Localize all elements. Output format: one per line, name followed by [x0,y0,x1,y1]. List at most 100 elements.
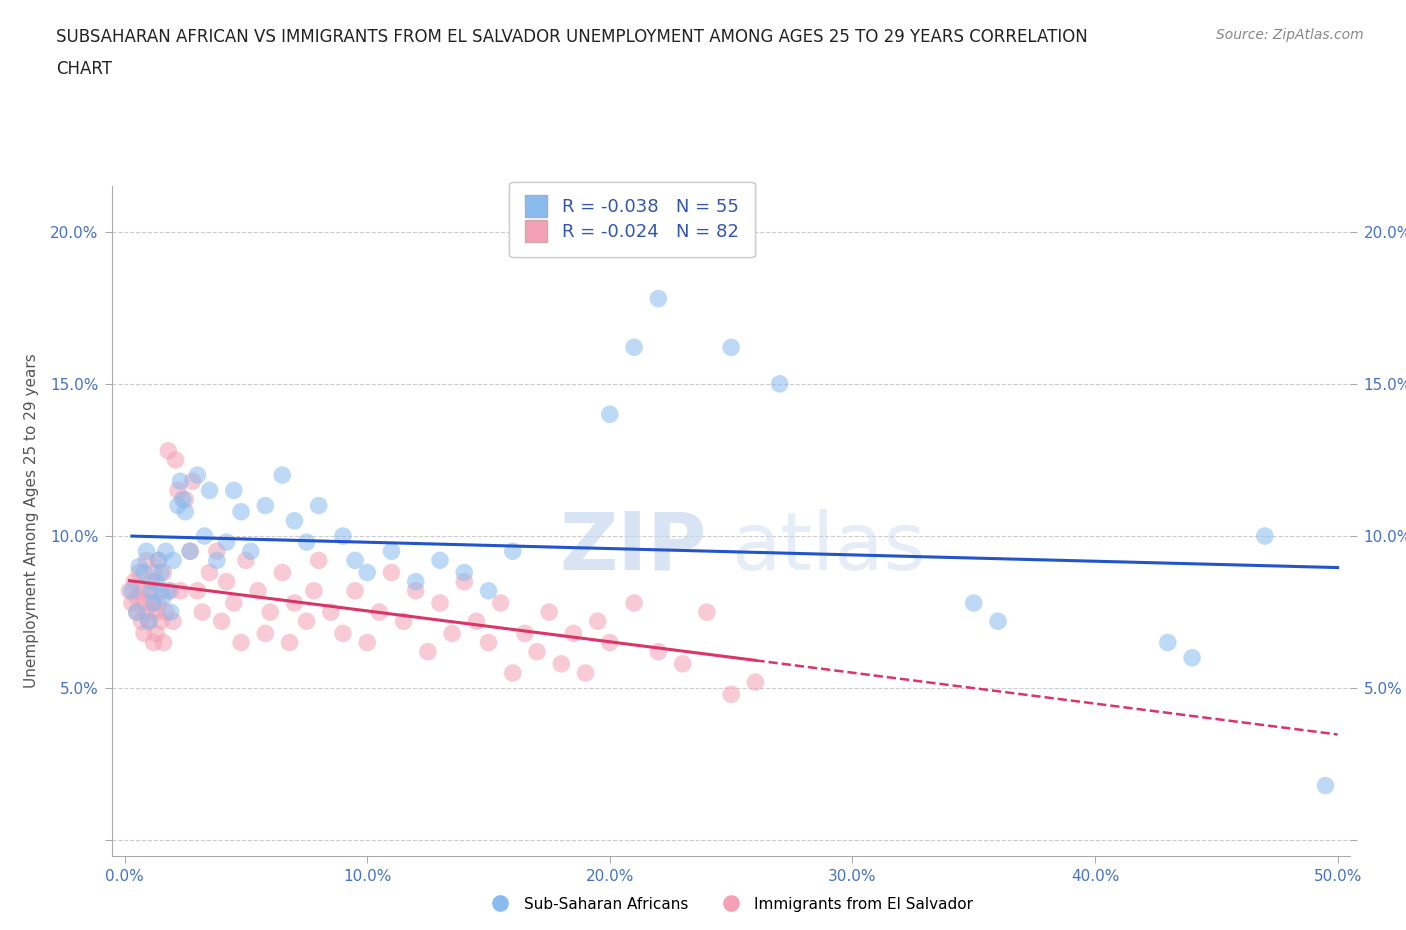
Point [131,614,153,629]
Point [259,604,281,619]
Point [174,504,197,519]
Point [429,595,451,610]
Point [121,595,143,610]
Point [128,559,150,574]
Point [157,583,180,598]
Point [169,583,191,598]
Point [453,565,475,580]
Y-axis label: Unemployment Among Ages 25 to 29 years: Unemployment Among Ages 25 to 29 years [24,353,39,688]
Point [1254,528,1277,543]
Point [150,614,173,629]
Point [145,604,167,619]
Point [179,544,201,559]
Point [155,544,177,559]
Point [128,565,150,580]
Text: ZIP: ZIP [560,509,706,587]
Point [141,583,163,598]
Point [222,595,245,610]
Point [141,574,163,589]
Point [162,614,184,629]
Point [647,291,669,306]
Point [332,626,354,641]
Point [405,574,427,589]
Point [344,553,367,568]
Point [987,614,1010,629]
Point [671,657,693,671]
Legend: R = -0.038   N = 55, R = -0.024   N = 82: R = -0.038 N = 55, R = -0.024 N = 82 [509,181,755,258]
Point [489,595,512,610]
Point [332,528,354,543]
Point [392,614,415,629]
Point [308,498,330,513]
Point [150,583,173,598]
Point [254,626,277,641]
Point [145,574,167,589]
Point [295,614,318,629]
Point [148,595,170,610]
Point [283,513,305,528]
Point [205,544,228,559]
Point [138,614,160,629]
Text: SUBSAHARAN AFRICAN VS IMMIGRANTS FROM EL SALVADOR UNEMPLOYMENT AMONG AGES 25 TO : SUBSAHARAN AFRICAN VS IMMIGRANTS FROM EL… [56,28,1088,46]
Point [283,595,305,610]
Point [502,544,524,559]
Text: CHART: CHART [56,60,112,78]
Point [222,483,245,498]
Point [623,339,645,354]
Point [477,635,499,650]
Legend: Sub-Saharan Africans, Immigrants from El Salvador: Sub-Saharan Africans, Immigrants from El… [482,891,980,918]
Point [198,565,221,580]
Point [138,614,160,629]
Point [599,635,621,650]
Point [526,644,548,659]
Point [155,604,177,619]
Point [172,492,194,507]
Text: atlas: atlas [731,509,925,587]
Point [186,468,208,483]
Point [344,583,367,598]
Point [380,544,402,559]
Point [356,565,378,580]
Point [513,626,536,641]
Point [135,604,157,619]
Point [165,453,187,468]
Point [131,583,153,598]
Point [125,604,148,619]
Point [744,674,766,689]
Point [696,604,718,619]
Point [647,644,669,659]
Point [599,406,621,421]
Point [308,553,330,568]
Point [194,528,217,543]
Point [502,666,524,681]
Point [356,635,378,650]
Point [205,553,228,568]
Point [167,483,190,498]
Point [1181,650,1204,665]
Point [247,583,270,598]
Point [239,544,262,559]
Point [720,687,742,702]
Point [271,565,294,580]
Point [135,553,157,568]
Point [167,498,190,513]
Point [191,604,214,619]
Point [1315,778,1337,793]
Point [465,614,488,629]
Point [416,644,439,659]
Point [429,553,451,568]
Point [278,635,301,650]
Point [124,574,146,589]
Point [125,590,148,604]
Point [150,565,173,580]
Point [142,635,165,650]
Point [295,535,318,550]
Point [254,498,277,513]
Point [142,595,165,610]
Point [148,553,170,568]
Point [157,444,180,458]
Point [132,565,155,580]
Point [145,626,167,641]
Point [211,614,233,629]
Point [623,595,645,610]
